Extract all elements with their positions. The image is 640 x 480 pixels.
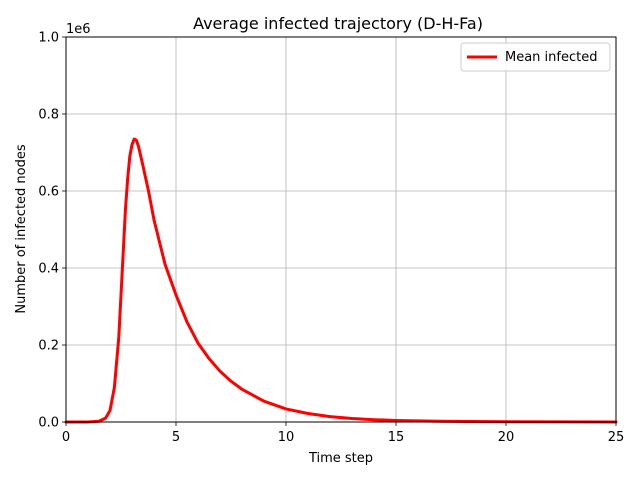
x-tick-label: 15: [388, 430, 405, 445]
y-tick-label: 0.2: [38, 339, 59, 354]
y-tick-label: 0.0: [38, 416, 59, 431]
x-tick-label: 10: [278, 430, 295, 445]
x-tick-label: 0: [62, 430, 70, 445]
legend-box: [460, 42, 611, 72]
y-axis-ticks: 0.0 0.2 0.4 0.6 0.8 1.0: [38, 31, 66, 431]
y-axis-offset-label: 1e6: [66, 22, 91, 37]
y-tick-label: 0.6: [38, 185, 59, 200]
x-axis-ticks: 0 5 10 15 20 25: [62, 422, 624, 445]
x-tick-label: 5: [172, 430, 180, 445]
plot-frame: [65, 36, 617, 423]
legend: Mean infected: [460, 42, 611, 72]
y-tick-label: 1.0: [38, 31, 59, 46]
series-group: [64, 137, 618, 424]
y-axis-label: Number of infected nodes: [14, 144, 29, 314]
y-tick-label: 0.4: [38, 262, 59, 277]
chart-title: Average infected trajectory (D-H-Fa): [193, 14, 483, 33]
legend-label-mean-infected: Mean infected: [505, 50, 597, 65]
x-tick-label: 25: [608, 430, 625, 445]
x-axis-label: Time step: [308, 451, 373, 466]
y-tick-label: 0.8: [38, 108, 59, 123]
series-line-mean-infected: [64, 137, 618, 424]
x-tick-label: 20: [498, 430, 515, 445]
